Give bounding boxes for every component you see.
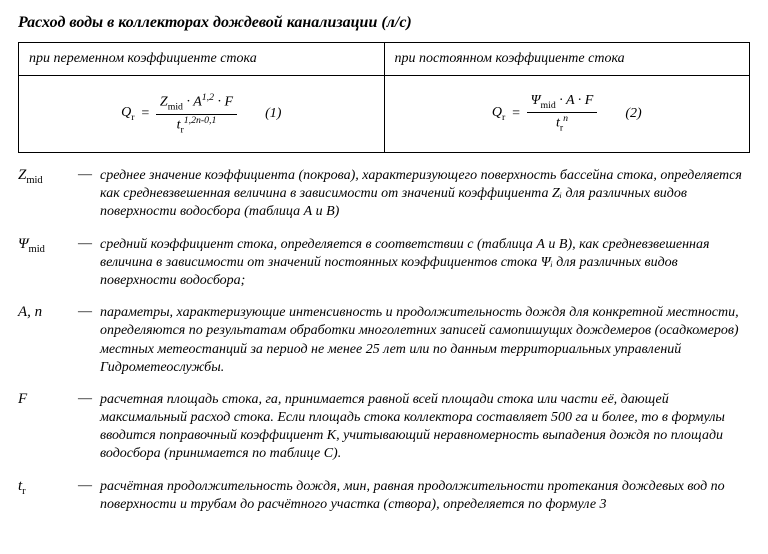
definition-separator: — (78, 167, 96, 222)
definition-separator: — (78, 478, 96, 514)
formula-marker-2: (2) (625, 106, 641, 122)
definition-text: среднее значение коэффициента (покрова),… (100, 167, 750, 222)
definition-symbol: Zmid (18, 167, 74, 222)
definition-separator: — (78, 304, 96, 377)
definition-symbol: tr (18, 478, 74, 514)
definition-text: параметры, характеризующие интенсивность… (100, 304, 750, 377)
col-head-constant: при постоянном коэффициенте стока (384, 43, 750, 76)
formula-cell-1: Qr = Zmid · A1,2 · F tr1,2n-0,1 (1) (19, 76, 385, 153)
definition-text: средний коэффициент стока, определяется … (100, 236, 750, 291)
definition-separator: — (78, 236, 96, 291)
definitions-list: Zmid—среднее значение коэффициента (покр… (18, 167, 750, 514)
definition-symbol: F (18, 391, 74, 464)
page-title: Расход воды в коллекторах дождевой канал… (18, 14, 750, 32)
col-head-variable: при переменном коэффициенте стока (19, 43, 385, 76)
definition-symbol: Ψmid (18, 236, 74, 291)
formula-table: при переменном коэффициенте стока при по… (18, 42, 750, 153)
definition-text: расчётная продолжительность дождя, мин, … (100, 478, 750, 514)
definition-separator: — (78, 391, 96, 464)
formula-cell-2: Qr = Ψmid · A · F trn (2) (384, 76, 750, 153)
definition-text: расчетная площадь стока, га, принимается… (100, 391, 750, 464)
formula-marker-1: (1) (265, 106, 281, 122)
definition-symbol: A, n (18, 304, 74, 377)
